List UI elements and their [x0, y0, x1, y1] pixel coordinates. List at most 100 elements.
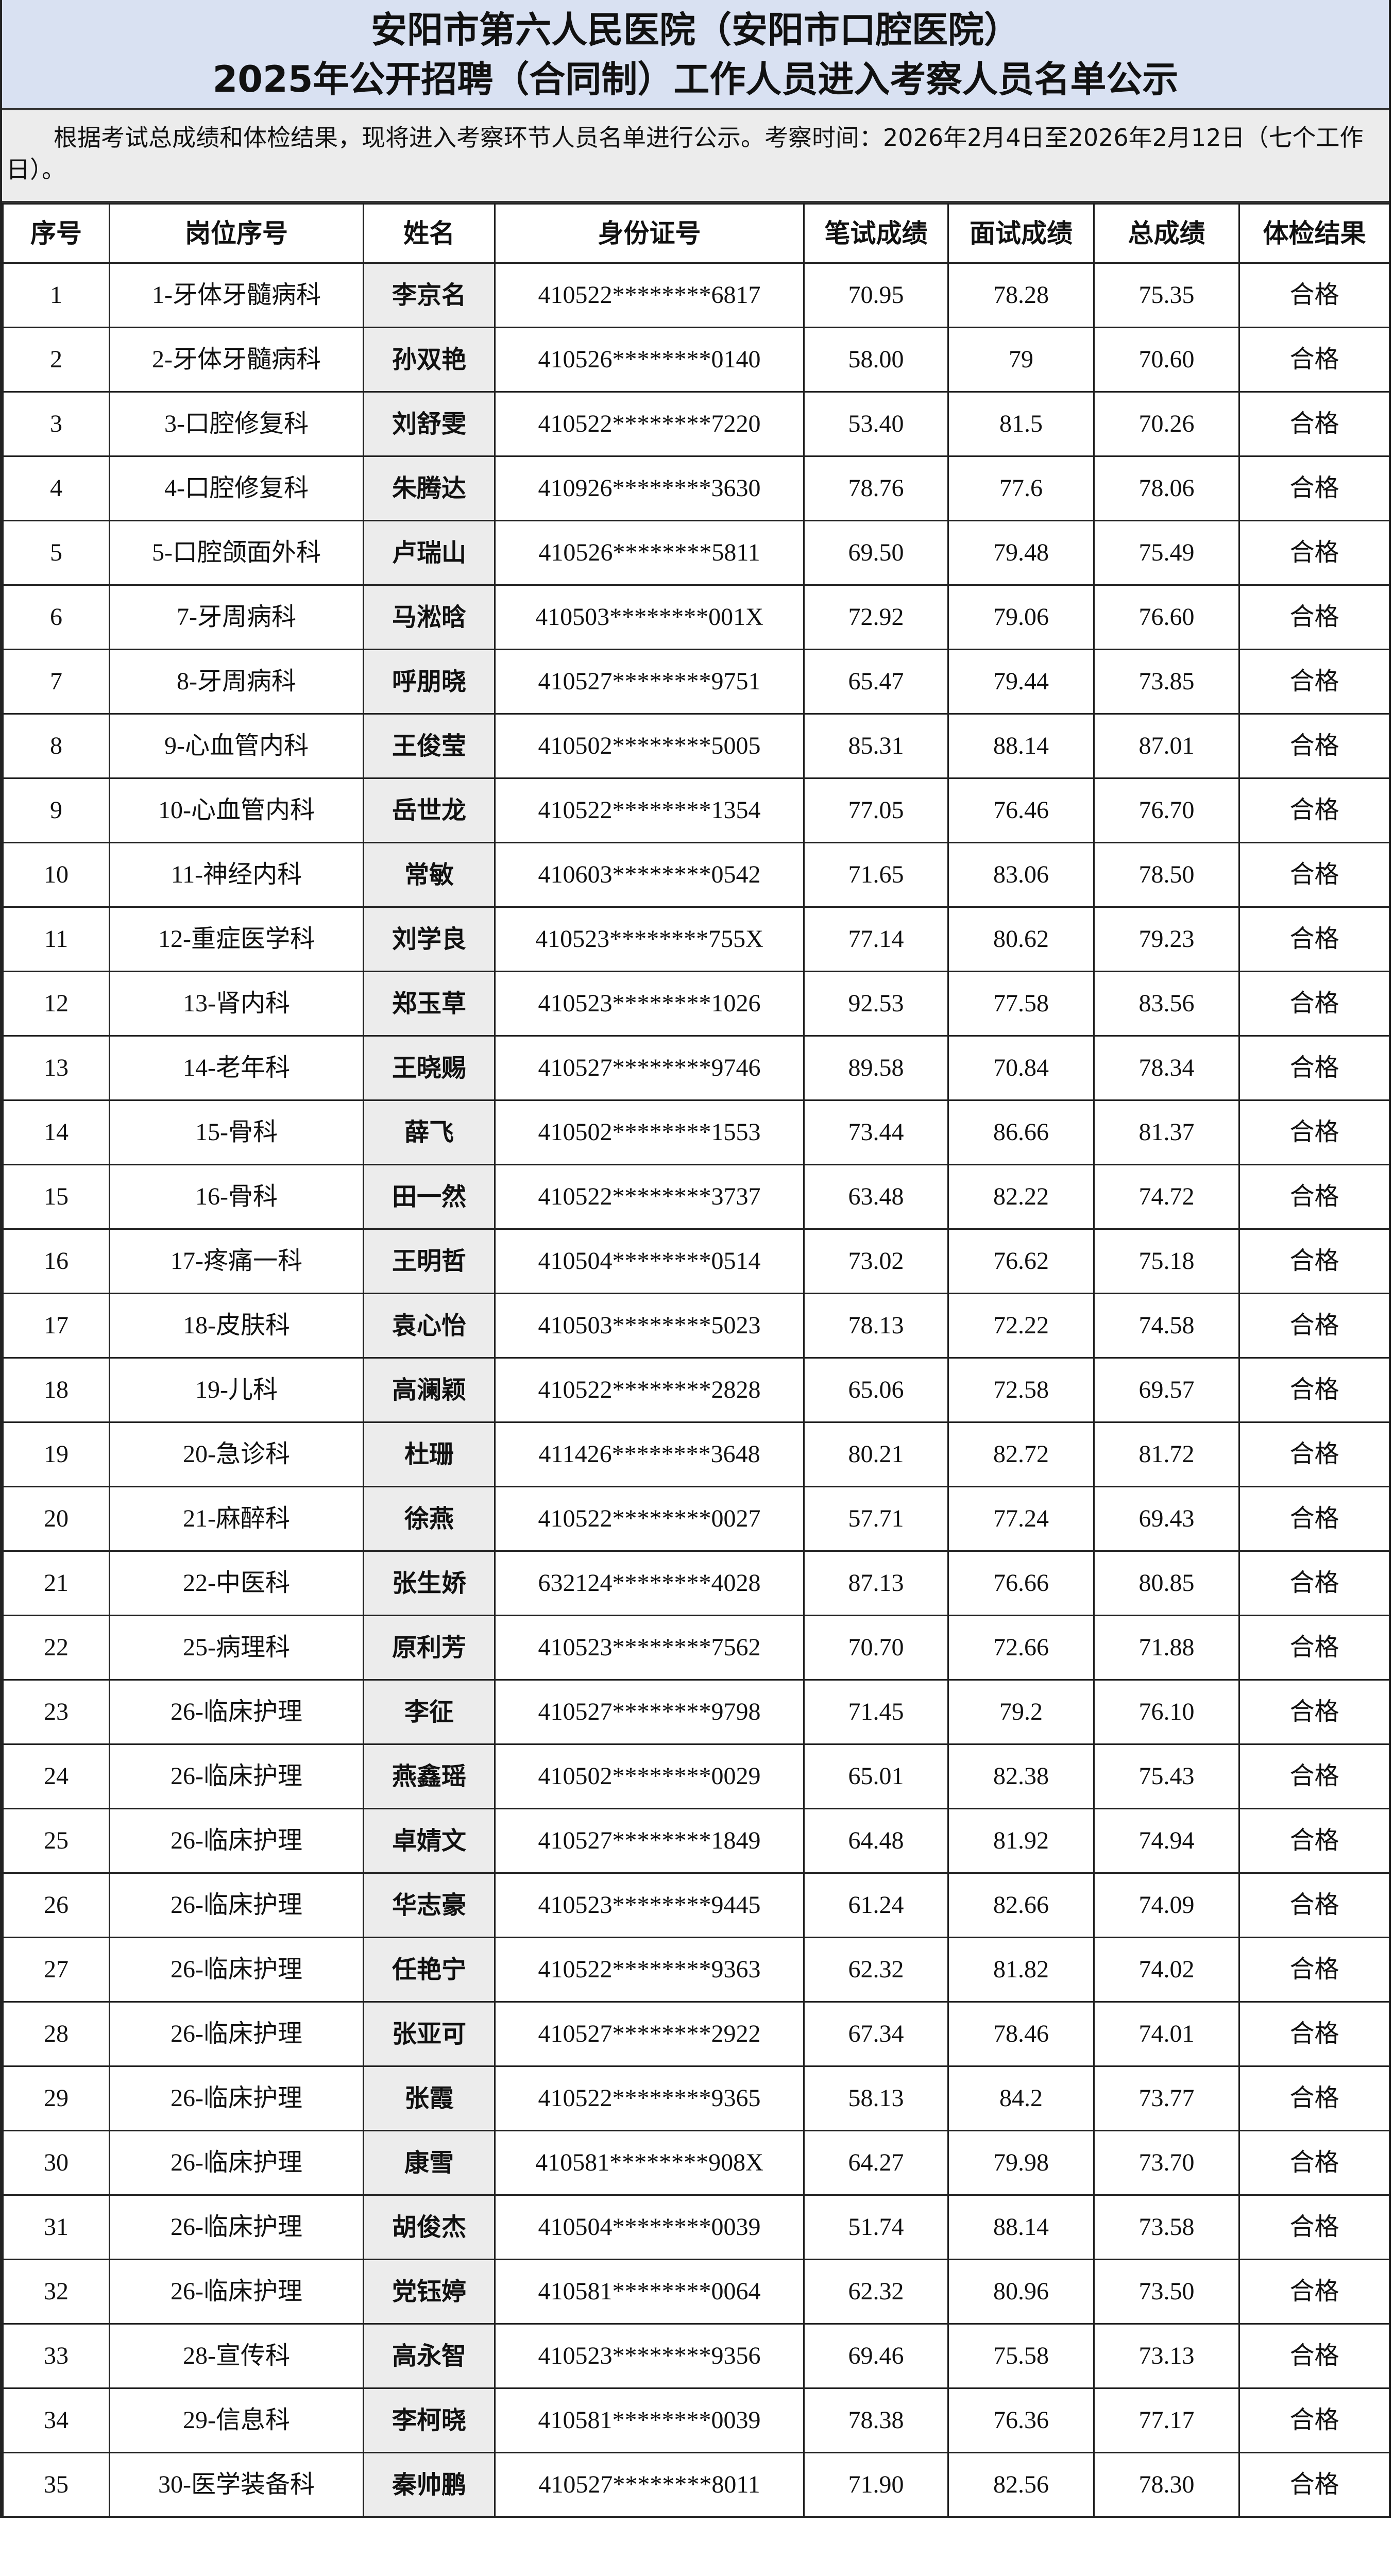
- cell-position: 8-牙周病科: [109, 649, 364, 715]
- cell-index: 7: [2, 649, 110, 715]
- cell-index: 11: [2, 906, 110, 972]
- table-row: 8 9-心血管内科 王俊莹 410502********5005 85.31 88.14 8…: [2, 713, 1390, 779]
- cell-index: 12: [2, 971, 110, 1037]
- cell-interview-score: 79: [947, 327, 1095, 393]
- table-row: 32 26-临床护理 党钰婷 410581********0064 62.32 80.96…: [2, 2259, 1390, 2325]
- cell-index: 19: [2, 1421, 110, 1487]
- cell-index: 4: [2, 455, 110, 521]
- cell-physical-exam-result: 合格: [1238, 1357, 1390, 1423]
- cell-total-score: 71.88: [1093, 1615, 1240, 1681]
- header-interview-score: 面试成绩: [947, 203, 1095, 264]
- cell-name: 刘学良: [363, 906, 496, 972]
- cell-position: 5-口腔颌面外科: [109, 520, 364, 586]
- cell-position: 29-信息科: [109, 2387, 364, 2453]
- cell-written-score: 65.47: [803, 649, 949, 715]
- cell-physical-exam-result: 合格: [1238, 327, 1390, 393]
- cell-written-score: 64.48: [803, 1808, 949, 1874]
- cell-index: 16: [2, 1228, 110, 1294]
- cell-name: 华志豪: [363, 1872, 496, 1938]
- cell-physical-exam-result: 合格: [1238, 1035, 1390, 1101]
- cell-index: 34: [2, 2387, 110, 2453]
- cell-name: 高永智: [363, 2323, 496, 2389]
- cell-id-number: 410522********2828: [494, 1357, 805, 1423]
- cell-physical-exam-result: 合格: [1238, 777, 1390, 843]
- cell-id-number: 410581********0039: [494, 2387, 805, 2453]
- table-row: 17 18-皮肤科 袁心怡 410503********5023 78.13 72.22 7…: [2, 1293, 1390, 1359]
- cell-interview-score: 70.84: [947, 1035, 1095, 1101]
- cell-id-number: 410522********1354: [494, 777, 805, 843]
- cell-id-number: 410523********9445: [494, 1872, 805, 1938]
- table-row: 29 26-临床护理 张霞 410522********9365 58.13 84.2 73…: [2, 2065, 1390, 2131]
- table-row: 34 29-信息科 李柯晓 410581********0039 78.38 76.36 7…: [2, 2387, 1390, 2453]
- table-row: 18 19-儿科 高澜颖 410522********2828 65.06 72.58 69…: [2, 1357, 1390, 1423]
- cell-written-score: 71.65: [803, 842, 949, 908]
- cell-written-score: 77.14: [803, 906, 949, 972]
- cell-index: 13: [2, 1035, 110, 1101]
- cell-physical-exam-result: 合格: [1238, 2323, 1390, 2389]
- cell-physical-exam-result: 合格: [1238, 262, 1390, 328]
- cell-written-score: 62.32: [803, 1937, 949, 2003]
- cell-name: 薛飞: [363, 1099, 496, 1165]
- table-row: 14 15-骨科 薛飞 410502********1553 73.44 86.66 81.…: [2, 1099, 1390, 1165]
- cell-name: 孙双艳: [363, 327, 496, 393]
- cell-total-score: 70.26: [1093, 391, 1240, 457]
- cell-name: 原利芳: [363, 1615, 496, 1681]
- table-row: 6 7-牙周病科 马淞晗 410503********001X 72.92 79.06 76…: [2, 584, 1390, 650]
- cell-position: 26-临床护理: [109, 2194, 364, 2260]
- cell-id-number: 410523********1026: [494, 971, 805, 1037]
- cell-id-number: 410527********1849: [494, 1808, 805, 1874]
- cell-written-score: 57.71: [803, 1486, 949, 1552]
- table-row: 19 20-急诊科 杜珊 411426********3648 80.21 82.72 81…: [2, 1421, 1390, 1487]
- cell-total-score: 73.50: [1093, 2259, 1240, 2325]
- cell-physical-exam-result: 合格: [1238, 842, 1390, 908]
- cell-id-number: 410527********2922: [494, 2001, 805, 2067]
- cell-physical-exam-result: 合格: [1238, 1486, 1390, 1552]
- cell-written-score: 63.48: [803, 1164, 949, 1230]
- cell-interview-score: 86.66: [947, 1099, 1095, 1165]
- cell-interview-score: 82.22: [947, 1164, 1095, 1230]
- cell-position: 26-临床护理: [109, 1937, 364, 2003]
- cell-index: 10: [2, 842, 110, 908]
- cell-id-number: 410581********908X: [494, 2130, 805, 2196]
- cell-interview-score: 77.58: [947, 971, 1095, 1037]
- cell-total-score: 74.02: [1093, 1937, 1240, 2003]
- cell-name: 卢瑞山: [363, 520, 496, 586]
- cell-name: 李征: [363, 1679, 496, 1745]
- cell-physical-exam-result: 合格: [1238, 1550, 1390, 1616]
- cell-written-score: 64.27: [803, 2130, 949, 2196]
- cell-position: 15-骨科: [109, 1099, 364, 1165]
- table-row: 30 26-临床护理 康雪 410581********908X 64.27 79.98 7…: [2, 2130, 1390, 2196]
- cell-interview-score: 72.22: [947, 1293, 1095, 1359]
- cell-written-score: 71.45: [803, 1679, 949, 1745]
- cell-written-score: 62.32: [803, 2259, 949, 2325]
- cell-index: 3: [2, 391, 110, 457]
- header-index: 序号: [2, 203, 110, 264]
- cell-interview-score: 81.92: [947, 1808, 1095, 1874]
- cell-name: 卓婧文: [363, 1808, 496, 1874]
- cell-total-score: 74.94: [1093, 1808, 1240, 1874]
- cell-id-number: 410503********001X: [494, 584, 805, 650]
- cell-interview-score: 83.06: [947, 842, 1095, 908]
- cell-physical-exam-result: 合格: [1238, 1421, 1390, 1487]
- cell-total-score: 83.56: [1093, 971, 1240, 1037]
- table-row: 10 11-神经内科 常敏 410603********0542 71.65 83.06 7…: [2, 842, 1390, 908]
- cell-written-score: 92.53: [803, 971, 949, 1037]
- cell-position: 12-重症医学科: [109, 906, 364, 972]
- cell-id-number: 410522********9365: [494, 2065, 805, 2131]
- cell-name: 马淞晗: [363, 584, 496, 650]
- cell-id-number: 410527********8011: [494, 2452, 805, 2518]
- cell-written-score: 51.74: [803, 2194, 949, 2260]
- table-row: 27 26-临床护理 任艳宁 410522********9363 62.32 81.82…: [2, 1937, 1390, 2003]
- cell-index: 15: [2, 1164, 110, 1230]
- cell-index: 35: [2, 2452, 110, 2518]
- table-row: 31 26-临床护理 胡俊杰 410504********0039 51.74 88.14…: [2, 2194, 1390, 2260]
- cell-total-score: 69.57: [1093, 1357, 1240, 1423]
- cell-written-score: 89.58: [803, 1035, 949, 1101]
- cell-position: 30-医学装备科: [109, 2452, 364, 2518]
- cell-physical-exam-result: 合格: [1238, 391, 1390, 457]
- cell-index: 23: [2, 1679, 110, 1745]
- table-row: 9 10-心血管内科 岳世龙 410522********1354 77.05 76.46…: [2, 777, 1390, 843]
- cell-id-number: 410502********5005: [494, 713, 805, 779]
- cell-total-score: 74.58: [1093, 1293, 1240, 1359]
- cell-position: 17-疼痛一科: [109, 1228, 364, 1294]
